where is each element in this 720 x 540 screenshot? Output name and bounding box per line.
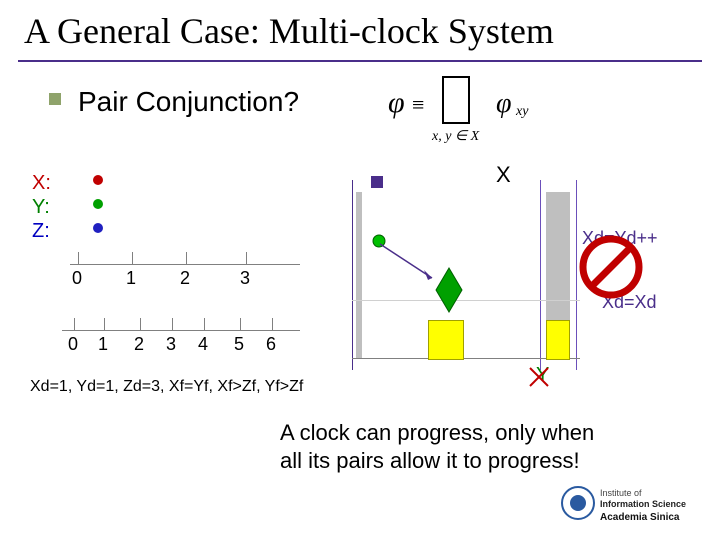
dot-y <box>93 199 105 211</box>
svg-text:Academia Sinica: Academia Sinica <box>600 512 680 523</box>
axis-label: 0 <box>68 334 78 355</box>
conclusion-line-2: all its pairs allow it to progress! <box>280 448 580 474</box>
vline <box>576 180 577 370</box>
phi-xy-sub: xy <box>516 104 528 120</box>
intersection-icon <box>442 76 472 126</box>
shadow-bar <box>356 192 362 358</box>
axis-label: 3 <box>166 334 176 355</box>
dot-z <box>93 223 105 235</box>
axis-label: 2 <box>134 334 144 355</box>
title-underline <box>18 60 702 62</box>
axis-label: 1 <box>98 334 108 355</box>
axis-tick <box>74 318 75 330</box>
no-entry-icon <box>578 234 644 300</box>
axis-tick <box>104 318 105 330</box>
axis-label: 1 <box>126 268 136 289</box>
clock-x-label: X: <box>32 172 51 195</box>
yellow-bar <box>428 320 464 360</box>
axis-label: 4 <box>198 334 208 355</box>
axis-tick <box>272 318 273 330</box>
subtitle: Pair Conjunction? <box>78 86 299 118</box>
axis-tick <box>246 252 247 264</box>
page-title: A General Case: Multi-clock System <box>24 10 554 52</box>
axis-tick <box>172 318 173 330</box>
formula-subscript: x, y ∈ X <box>432 128 479 145</box>
clock-y-label: Y: <box>32 196 50 219</box>
equiv-symbol: ≡ <box>412 92 424 118</box>
svg-text:Information Science: Information Science <box>600 499 686 509</box>
axis-tick <box>78 252 79 264</box>
svg-text:Institute of: Institute of <box>600 488 642 498</box>
academia-sinica-logo: Institute of Information Science Academi… <box>560 480 700 526</box>
bot-axis-line <box>62 330 300 331</box>
dot-x <box>93 175 105 187</box>
axis-label: 6 <box>266 334 276 355</box>
phi-symbol: φ <box>388 86 405 120</box>
axis-tick <box>240 318 241 330</box>
axis-tick <box>204 318 205 330</box>
yellow-bar <box>546 320 570 360</box>
clock-z-label: Z: <box>32 220 50 243</box>
top-axis-line <box>70 264 300 265</box>
vline <box>540 180 541 370</box>
right-midline <box>352 300 580 301</box>
cross-icon <box>528 366 550 388</box>
vline <box>352 180 353 370</box>
x-label: X <box>496 162 511 188</box>
conclusion-line-1: A clock can progress, only when <box>280 420 594 446</box>
bullet-icon <box>48 92 62 106</box>
axis-tick <box>186 252 187 264</box>
axis-tick <box>140 318 141 330</box>
axis-label: 0 <box>72 268 82 289</box>
axis-label: 2 <box>180 268 190 289</box>
arrow-icon <box>378 240 448 290</box>
axis-label: 5 <box>234 334 244 355</box>
phi-xy: φ <box>496 88 512 120</box>
bullet-icon <box>370 175 384 189</box>
axis-label: 3 <box>240 268 250 289</box>
bottom-formula: Xd=1, Yd=1, Zd=3, Xf=Yf, Xf>Zf, Yf>Zf <box>30 378 303 396</box>
axis-tick <box>132 252 133 264</box>
